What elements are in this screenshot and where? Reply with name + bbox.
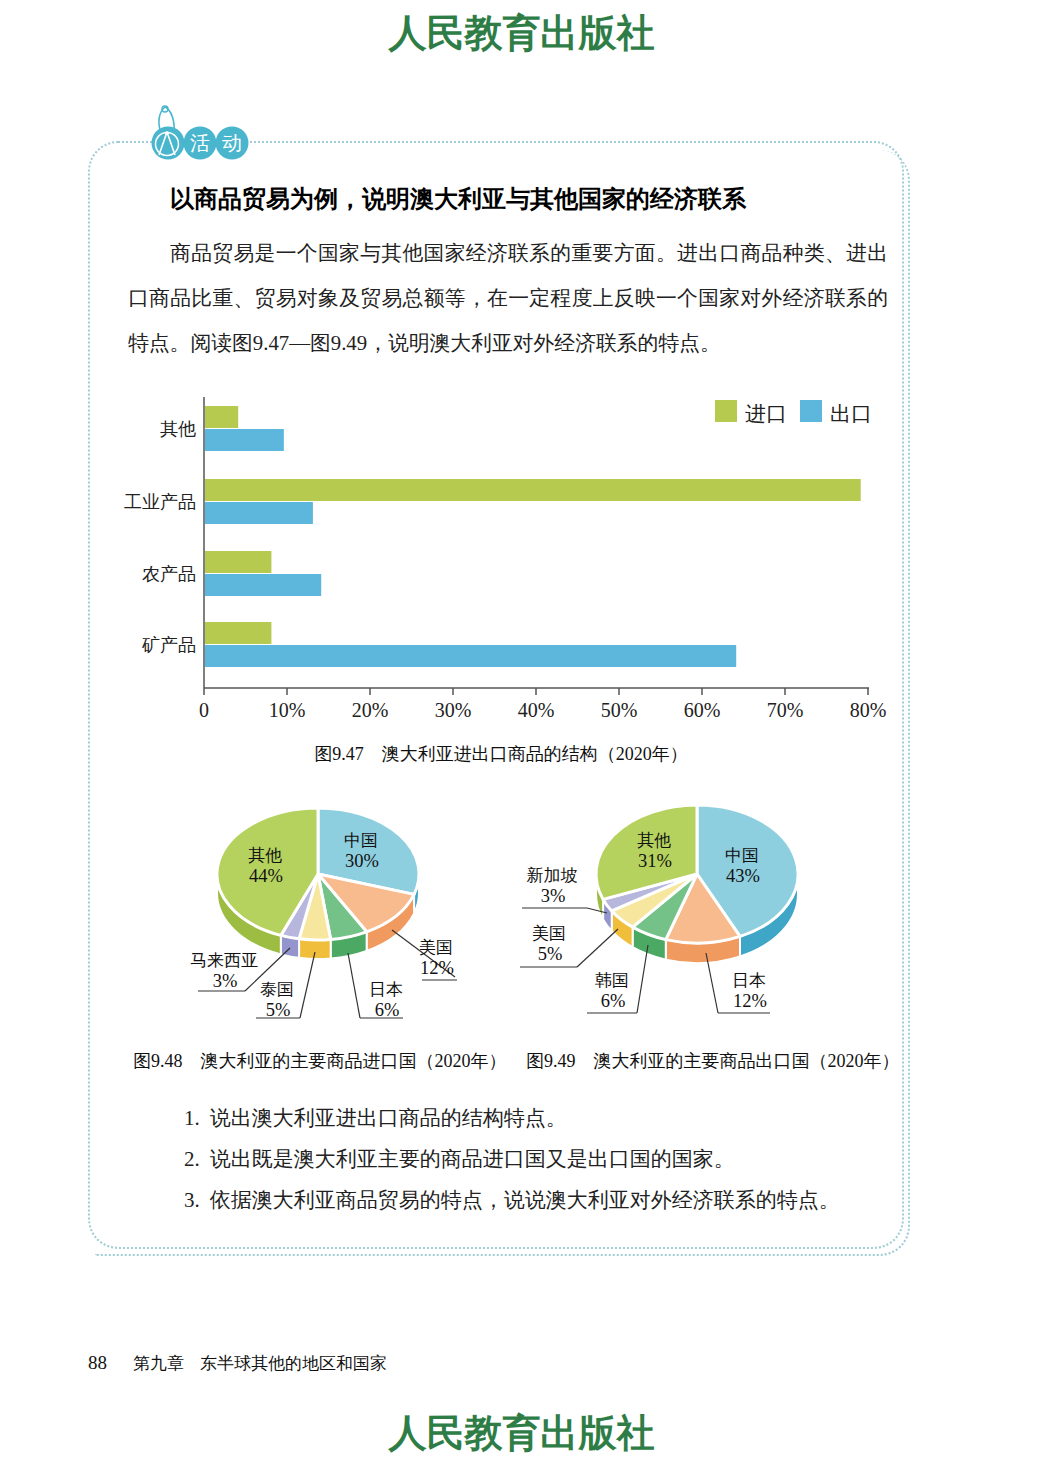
pie-value-泰国: 5% xyxy=(266,1000,291,1020)
page-footer: 88 第九章东半球其他的地区和国家 xyxy=(88,1352,387,1375)
question-1-text: 说出澳大利亚进出口商品的结构特点。 xyxy=(210,1106,567,1130)
figure-caption-9-48: 图9.48 澳大利亚的主要商品进口国（2020年） xyxy=(133,1049,507,1073)
chapter-number: 第九章 xyxy=(133,1354,184,1373)
pie-label-美国: 美国 xyxy=(419,938,453,957)
badge-circle xyxy=(152,127,185,160)
pie-label-日本: 日本 xyxy=(369,980,403,999)
pie-label-中国: 中国 xyxy=(725,846,759,865)
pie-value-中国: 43% xyxy=(726,866,760,886)
pie-value-美国: 12% xyxy=(420,958,454,978)
x-tick-label: 80% xyxy=(850,699,887,721)
compass-hinge-dot xyxy=(165,131,169,135)
activity-badge: 活动 xyxy=(146,103,258,165)
x-tick-label: 70% xyxy=(767,699,804,721)
pie-value-美国: 5% xyxy=(538,944,563,964)
pie-label-其他: 其他 xyxy=(637,831,671,850)
question-1-number: 1. xyxy=(184,1106,200,1130)
publisher-logo-bottom: 人民教育出版社 xyxy=(0,1408,1043,1459)
pie-slice-side-泰国 xyxy=(299,939,331,959)
leader-line xyxy=(637,945,648,1013)
pie-label-日本: 日本 xyxy=(732,971,766,990)
leader-line xyxy=(348,953,360,1018)
bar-export-2 xyxy=(205,574,321,596)
x-tick-label: 30% xyxy=(435,699,472,721)
bar-category-label: 其他 xyxy=(160,419,196,439)
pie-value-中国: 30% xyxy=(345,851,379,871)
bar-import-0 xyxy=(205,406,238,428)
bar-export-1 xyxy=(205,502,313,524)
bar-export-0 xyxy=(205,429,284,451)
pie-label-泰国: 泰国 xyxy=(260,980,294,999)
page-number: 88 xyxy=(88,1352,107,1373)
badge-char-2: 动 xyxy=(222,132,242,154)
figure-caption-9-47: 图9.47 澳大利亚进出口商品的结构（2020年） xyxy=(130,742,872,766)
x-tick-label: 20% xyxy=(352,699,389,721)
bar-category-label: 矿产品 xyxy=(142,635,196,655)
pie-label-中国: 中国 xyxy=(344,831,378,850)
chapter-title: 东半球其他的地区和国家 xyxy=(200,1354,387,1373)
bar-import-1 xyxy=(205,479,861,501)
pie-value-其他: 44% xyxy=(249,866,283,886)
bar-chart-imports-exports: 其他工业产品农产品矿产品 0 10% 20% 30% 40% 50% 60% 70% 80% 进口 出… xyxy=(120,390,910,735)
x-tick-label: 50% xyxy=(601,699,638,721)
pie-value-马来西亚: 3% xyxy=(213,971,238,991)
pie-label-美国: 美国 xyxy=(532,924,566,943)
pie-label-马来西亚: 马来西亚 xyxy=(190,951,258,970)
pie-value-日本: 12% xyxy=(733,991,767,1011)
pie-value-日本: 6% xyxy=(375,1000,400,1020)
question-1: 1. 说出澳大利亚进出口商品的结构特点。 xyxy=(184,1104,567,1132)
pie-value-韩国: 6% xyxy=(601,991,626,1011)
x-tick-label: 60% xyxy=(684,699,721,721)
activity-title: 以商品贸易为例，说明澳大利亚与其他国家的经济联系 xyxy=(170,183,746,215)
bar-import-2 xyxy=(205,551,271,573)
leader-line xyxy=(300,952,315,1018)
question-2: 2. 说出既是澳大利亚主要的商品进口国又是出口国的国家。 xyxy=(184,1145,735,1173)
bar-import-3 xyxy=(205,622,271,644)
textbook-page: 人民教育出版社 活动 以商品贸易为例，说明澳大利亚与其他国家的经济联系 商品贸易… xyxy=(0,0,1043,1474)
bar-export-3 xyxy=(205,645,736,667)
question-3: 3. 依据澳大利亚商品贸易的特点，说说澳大利亚对外经济联系的特点。 xyxy=(184,1186,840,1214)
pie-charts: 中国30%其他44%美国12%日本6%泰国5%马来西亚3%中国43%其他31%新… xyxy=(120,790,920,1040)
pie-label-新加坡: 新加坡 xyxy=(527,866,578,885)
leader-line xyxy=(577,929,618,967)
pie-value-新加坡: 3% xyxy=(541,886,566,906)
question-3-number: 3. xyxy=(184,1188,200,1212)
x-tick-label: 40% xyxy=(518,699,555,721)
publisher-logo-top: 人民教育出版社 xyxy=(0,8,1043,59)
legend-export-label: 出口 xyxy=(830,402,872,426)
pie-value-其他: 31% xyxy=(638,851,672,871)
question-2-number: 2. xyxy=(184,1147,200,1171)
bar-category-label: 工业产品 xyxy=(124,492,196,512)
x-tick-label: 10% xyxy=(269,699,306,721)
question-2-text: 说出既是澳大利亚主要的商品进口国又是出口国的国家。 xyxy=(210,1147,735,1171)
question-3-text: 依据澳大利亚商品贸易的特点，说说澳大利亚对外经济联系的特点。 xyxy=(210,1188,840,1212)
x-tick-label: 0 xyxy=(199,699,209,721)
badge-char-1: 活 xyxy=(190,132,210,154)
legend-export-swatch xyxy=(800,400,822,422)
pie-label-韩国: 韩国 xyxy=(595,971,629,990)
bar-category-label: 农产品 xyxy=(142,564,196,584)
figure-caption-9-49: 图9.49 澳大利亚的主要商品出口国（2020年） xyxy=(526,1049,900,1073)
legend-import-swatch xyxy=(715,400,737,422)
intro-paragraph: 商品贸易是一个国家与其他国家经济联系的重要方面。进出口商品种类、进出口商品比重、… xyxy=(128,230,888,365)
pie-label-其他: 其他 xyxy=(248,846,282,865)
legend-import-label: 进口 xyxy=(745,402,787,426)
